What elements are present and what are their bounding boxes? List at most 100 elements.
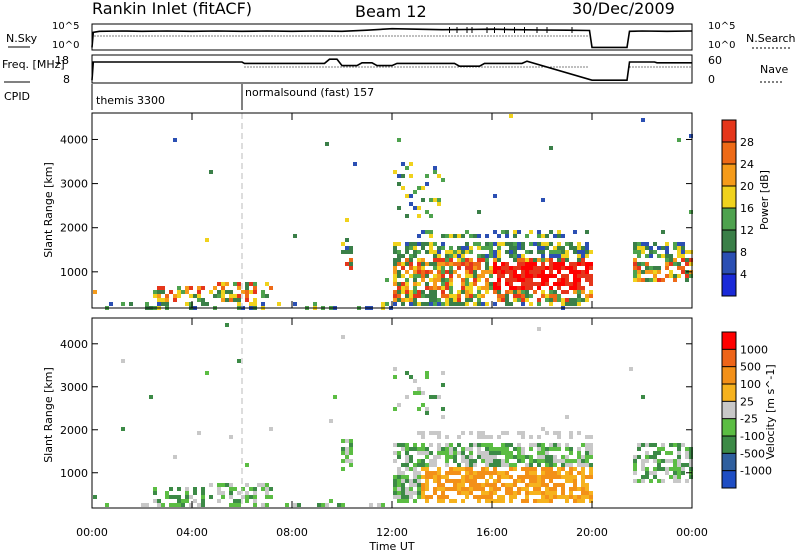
data-cell [529,471,533,475]
noise-left-tick-top: 10^5 [52,21,79,32]
data-cell [493,483,497,487]
data-cell [653,278,657,282]
data-cell [685,479,689,483]
data-cell [533,467,537,471]
data-cell [321,503,325,507]
data-cell [585,250,589,254]
data-cell [557,242,561,246]
data-cell [405,459,409,463]
data-cell [677,463,681,467]
data-cell [213,286,217,290]
data-cell [677,250,681,254]
data-cell [397,443,401,447]
data-cell [537,246,541,250]
data-cell [525,487,529,491]
data-cell [545,451,549,455]
data-cell [649,246,653,250]
data-cell [461,447,465,451]
data-cell [477,495,481,499]
data-cell [177,495,181,499]
data-cell [409,491,413,495]
data-cell [577,294,581,298]
data-cell [513,286,517,290]
data-cell [561,298,565,302]
data-cell [521,274,525,278]
data-cell [433,242,437,246]
data-cell [553,262,557,266]
data-cell [413,467,417,471]
data-cell [417,483,421,487]
data-cell [449,290,453,294]
data-cell [525,294,529,298]
data-cell [533,258,537,262]
data-cell [481,483,485,487]
data-cell [433,198,437,202]
data-cell [461,234,465,238]
data-cell [549,290,553,294]
data-cell [497,475,501,479]
data-cell [589,455,593,459]
colorbar-segment [722,401,736,419]
data-cell [529,455,533,459]
colorbar-tick-label: 500 [740,361,761,374]
data-cell [685,274,689,278]
data-cell [589,290,593,294]
data-cell [425,455,429,459]
data-cell [249,495,253,499]
y-tick-label: 4000 [60,133,88,146]
data-cell [409,294,413,298]
data-cell [417,282,421,286]
data-cell [493,451,497,455]
data-cell [569,467,573,471]
data-cell [549,146,553,150]
data-cell [445,435,449,439]
data-cell [477,254,481,258]
colorbar-tick-label: 25 [740,395,754,408]
data-cell [225,323,229,327]
frequency-traces [91,58,692,81]
data-cell [237,499,241,503]
data-cell [529,274,533,278]
data-cell [661,230,665,234]
data-cell [469,491,473,495]
data-cell [393,407,397,411]
data-cell [669,459,673,463]
data-cell [429,286,433,290]
data-cell [433,266,437,270]
data-cell [477,298,481,302]
data-cell [481,254,485,258]
data-cell [397,455,401,459]
data-cell [241,290,245,294]
data-cell [525,270,529,274]
data-cell [369,503,373,507]
data-cell [421,242,425,246]
data-cell [397,487,401,491]
data-cell [553,455,557,459]
data-cell [409,162,413,166]
data-cell [237,294,241,298]
data-cell [393,475,397,479]
data-cell [477,455,481,459]
data-cell [677,254,681,258]
data-cell [497,447,501,451]
data-cell [533,475,537,479]
data-cell [253,298,257,302]
data-cell [509,302,513,306]
y-tick-label: 3000 [60,381,88,394]
data-cell [469,451,473,455]
data-cell [477,451,481,455]
data-cell [477,246,481,250]
data-cell [561,483,565,487]
data-cell [545,274,549,278]
data-cell [489,266,493,270]
data-cell [405,262,409,266]
x-tick-label: 00:00 [676,526,708,539]
data-cell [221,495,225,499]
data-cell [569,475,573,479]
data-cell [445,234,449,238]
data-cell [473,274,477,278]
data-cell [253,286,257,290]
data-cell [425,182,429,186]
data-cell [433,395,437,399]
